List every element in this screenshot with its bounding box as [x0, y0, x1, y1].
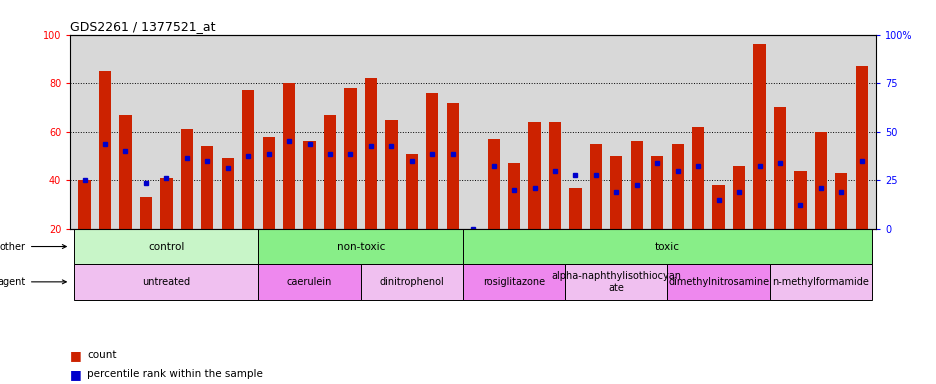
- Bar: [569, 187, 581, 229]
- Text: count: count: [87, 350, 116, 360]
- Bar: [466, 229, 479, 231]
- Bar: [385, 119, 397, 229]
- Text: control: control: [148, 242, 184, 252]
- Bar: [241, 90, 254, 229]
- Text: non-toxic: non-toxic: [336, 242, 385, 252]
- Bar: [711, 185, 724, 229]
- Text: alpha-naphthylisothiocyan
ate: alpha-naphthylisothiocyan ate: [550, 271, 680, 293]
- Bar: [589, 144, 602, 229]
- Bar: [258, 264, 360, 300]
- Bar: [462, 229, 871, 264]
- Bar: [732, 166, 744, 229]
- Text: dimethylnitrosamine: dimethylnitrosamine: [667, 277, 768, 287]
- Bar: [753, 44, 765, 229]
- Bar: [794, 170, 806, 229]
- Text: GDS2261 / 1377521_at: GDS2261 / 1377521_at: [70, 20, 215, 33]
- Text: n-methylformamide: n-methylformamide: [771, 277, 869, 287]
- Bar: [283, 83, 295, 229]
- Bar: [564, 264, 666, 300]
- Bar: [768, 264, 871, 300]
- Bar: [405, 154, 417, 229]
- Text: agent: agent: [0, 277, 66, 287]
- Bar: [814, 132, 826, 229]
- Bar: [201, 146, 213, 229]
- Bar: [548, 122, 561, 229]
- Bar: [360, 264, 462, 300]
- Bar: [324, 115, 336, 229]
- Bar: [671, 144, 683, 229]
- Bar: [773, 108, 785, 229]
- Bar: [528, 122, 540, 229]
- Bar: [99, 71, 111, 229]
- Text: ■: ■: [70, 349, 82, 362]
- Text: percentile rank within the sample: percentile rank within the sample: [87, 369, 263, 379]
- Bar: [487, 139, 499, 229]
- Bar: [303, 141, 315, 229]
- Bar: [181, 129, 193, 229]
- Bar: [609, 156, 622, 229]
- Bar: [507, 163, 519, 229]
- Bar: [462, 264, 564, 300]
- Bar: [692, 127, 704, 229]
- Bar: [139, 197, 152, 229]
- Bar: [74, 264, 258, 300]
- Bar: [160, 178, 172, 229]
- Text: caerulein: caerulein: [286, 277, 332, 287]
- Text: rosiglitazone: rosiglitazone: [483, 277, 545, 287]
- Bar: [651, 156, 663, 229]
- Bar: [74, 229, 258, 264]
- Bar: [666, 264, 768, 300]
- Bar: [222, 159, 234, 229]
- Text: toxic: toxic: [654, 242, 680, 252]
- Bar: [364, 78, 376, 229]
- Bar: [446, 103, 459, 229]
- Text: untreated: untreated: [142, 277, 190, 287]
- Bar: [344, 88, 357, 229]
- Bar: [855, 66, 867, 229]
- Bar: [426, 93, 438, 229]
- Text: other: other: [0, 242, 66, 252]
- Bar: [262, 137, 274, 229]
- Text: dinitrophenol: dinitrophenol: [379, 277, 444, 287]
- Text: ■: ■: [70, 368, 82, 381]
- Bar: [630, 141, 642, 229]
- Bar: [834, 173, 846, 229]
- Bar: [258, 229, 462, 264]
- Bar: [119, 115, 131, 229]
- Bar: [79, 180, 91, 229]
